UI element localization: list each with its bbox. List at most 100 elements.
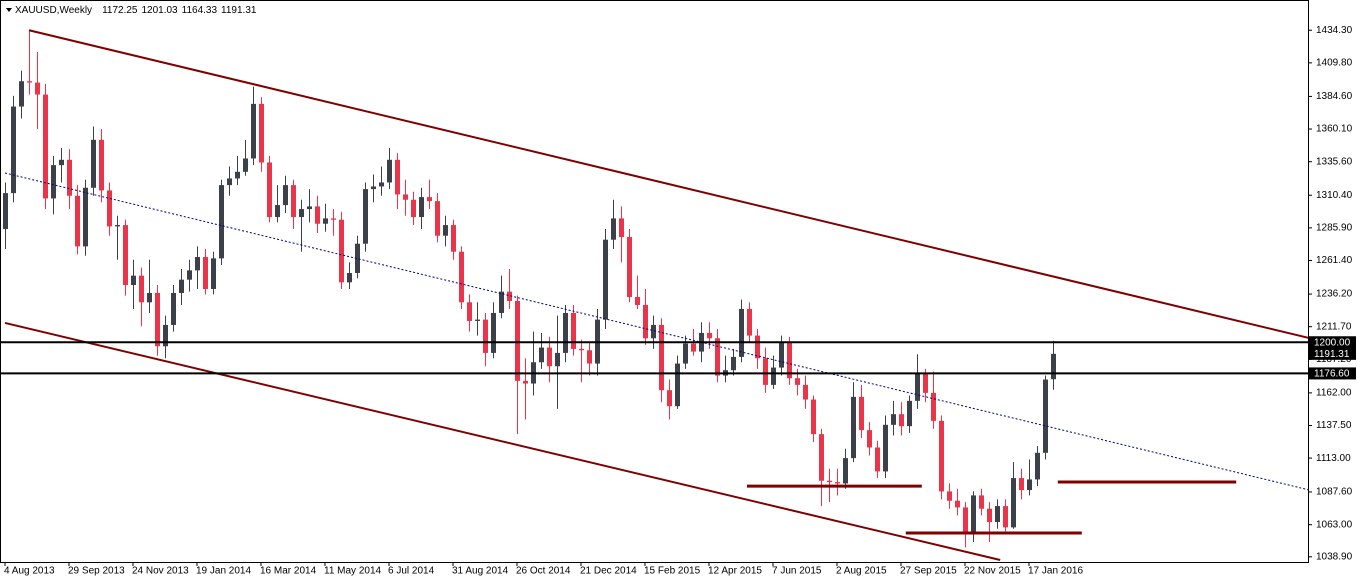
menu-arrow bbox=[6, 8, 12, 12]
y-tick-label: 1162.00 bbox=[1316, 388, 1352, 399]
candle-body bbox=[179, 279, 184, 293]
candle-body bbox=[515, 300, 520, 381]
x-tick-label: 31 Aug 2014 bbox=[452, 566, 509, 577]
candle-body bbox=[955, 500, 960, 508]
x-tick-label: 7 Jun 2015 bbox=[772, 566, 822, 577]
candle-body bbox=[1051, 353, 1056, 380]
candle-body bbox=[51, 165, 56, 199]
candle-body bbox=[211, 258, 216, 289]
candle-body bbox=[667, 390, 672, 407]
x-tick-label: 19 Jan 2014 bbox=[196, 566, 251, 577]
candle-body bbox=[147, 292, 152, 303]
candle-body bbox=[1035, 452, 1040, 480]
candle-body bbox=[899, 414, 904, 427]
candle-body bbox=[731, 356, 736, 371]
x-tick-label: 29 Sep 2013 bbox=[68, 566, 125, 577]
candle-body bbox=[803, 384, 808, 400]
x-tick-label: 27 Sep 2015 bbox=[900, 566, 957, 577]
x-tick-label: 11 May 2014 bbox=[324, 566, 382, 577]
candle-body bbox=[995, 506, 1000, 523]
candle-body bbox=[347, 273, 352, 283]
candle-body bbox=[1011, 478, 1016, 528]
level-label: 1176.60 bbox=[1314, 369, 1350, 380]
candle-body bbox=[579, 348, 584, 351]
candle-body bbox=[235, 171, 240, 179]
y-tick-label: 1063.00 bbox=[1316, 519, 1353, 530]
candle-body bbox=[475, 319, 480, 321]
candle-body bbox=[395, 159, 400, 195]
chart-header: XAUUSD,Weekly 1172.25 1201.03 1164.33 1191.3… bbox=[15, 5, 257, 16]
candle-body bbox=[739, 308, 744, 357]
candle-body bbox=[859, 396, 864, 431]
candle-body bbox=[619, 218, 624, 238]
candle-body bbox=[323, 218, 328, 224]
candle-body bbox=[675, 363, 680, 407]
candle-body bbox=[555, 352, 560, 367]
candle-body bbox=[371, 186, 376, 190]
y-tick-label: 1360.10 bbox=[1316, 124, 1353, 135]
candle-body bbox=[171, 292, 176, 325]
candle-body bbox=[1019, 478, 1024, 491]
candle-body bbox=[11, 106, 16, 194]
candle-body bbox=[67, 159, 72, 196]
candle-body bbox=[27, 81, 32, 83]
candle-body bbox=[259, 103, 264, 163]
candle-body bbox=[763, 358, 768, 385]
candle-body bbox=[835, 482, 840, 484]
y-tick-label: 1211.70 bbox=[1316, 321, 1352, 332]
candle-body bbox=[275, 205, 280, 218]
y-tick-label: 1038.90 bbox=[1316, 551, 1353, 562]
candle-body bbox=[483, 319, 488, 353]
candle-body bbox=[651, 324, 656, 339]
candle-body bbox=[571, 312, 576, 349]
candle-body bbox=[195, 257, 200, 271]
candle-body bbox=[715, 338, 720, 376]
candle-body bbox=[299, 209, 304, 218]
x-tick-label: 21 Dec 2014 bbox=[580, 566, 637, 577]
candle-body bbox=[1027, 479, 1032, 491]
y-tick-label: 1384.60 bbox=[1316, 91, 1353, 102]
candle-body bbox=[1043, 379, 1048, 453]
candle-body bbox=[243, 158, 248, 172]
candle-body bbox=[1003, 506, 1008, 528]
candle-body bbox=[915, 372, 920, 401]
trendline-clip bbox=[4, 321, 1001, 561]
candle-body bbox=[411, 199, 416, 218]
candle-body bbox=[19, 81, 24, 107]
y-tick-label: 1434.30 bbox=[1316, 25, 1353, 36]
candle-body bbox=[459, 251, 464, 303]
y-tick-label: 1261.40 bbox=[1316, 255, 1353, 266]
candle-body bbox=[683, 343, 688, 364]
candle-body bbox=[443, 225, 448, 236]
plot-frame bbox=[0, 0, 1309, 563]
x-tick-label: 2 Aug 2015 bbox=[836, 566, 887, 577]
x-tick-label: 24 Nov 2013 bbox=[132, 566, 189, 577]
candle-body bbox=[187, 270, 192, 280]
candle-body bbox=[283, 185, 288, 206]
candle-body bbox=[91, 139, 96, 188]
candle-body bbox=[419, 197, 424, 218]
candle-body bbox=[939, 420, 944, 492]
level-label: 1200.00 bbox=[1314, 337, 1351, 348]
candle-body bbox=[227, 178, 232, 186]
candle-body bbox=[315, 206, 320, 224]
candle-body bbox=[923, 372, 928, 393]
candle-body bbox=[523, 380, 528, 384]
x-tick-label: 4 Aug 2013 bbox=[4, 566, 55, 577]
candle-body bbox=[363, 189, 368, 244]
candle-body bbox=[107, 190, 112, 227]
candle-body bbox=[947, 491, 952, 501]
last-low: 1164.33 bbox=[182, 5, 218, 16]
candle-body bbox=[771, 367, 776, 385]
candle-body bbox=[827, 480, 832, 483]
candle-body bbox=[427, 197, 432, 202]
candle-body bbox=[747, 308, 752, 336]
candle-body bbox=[131, 275, 136, 285]
candle-body bbox=[467, 302, 472, 321]
candle-body bbox=[779, 342, 784, 368]
candle-body bbox=[403, 194, 408, 200]
candle-body bbox=[491, 312, 496, 353]
candle-body bbox=[563, 312, 568, 353]
candle-body bbox=[355, 243, 360, 274]
